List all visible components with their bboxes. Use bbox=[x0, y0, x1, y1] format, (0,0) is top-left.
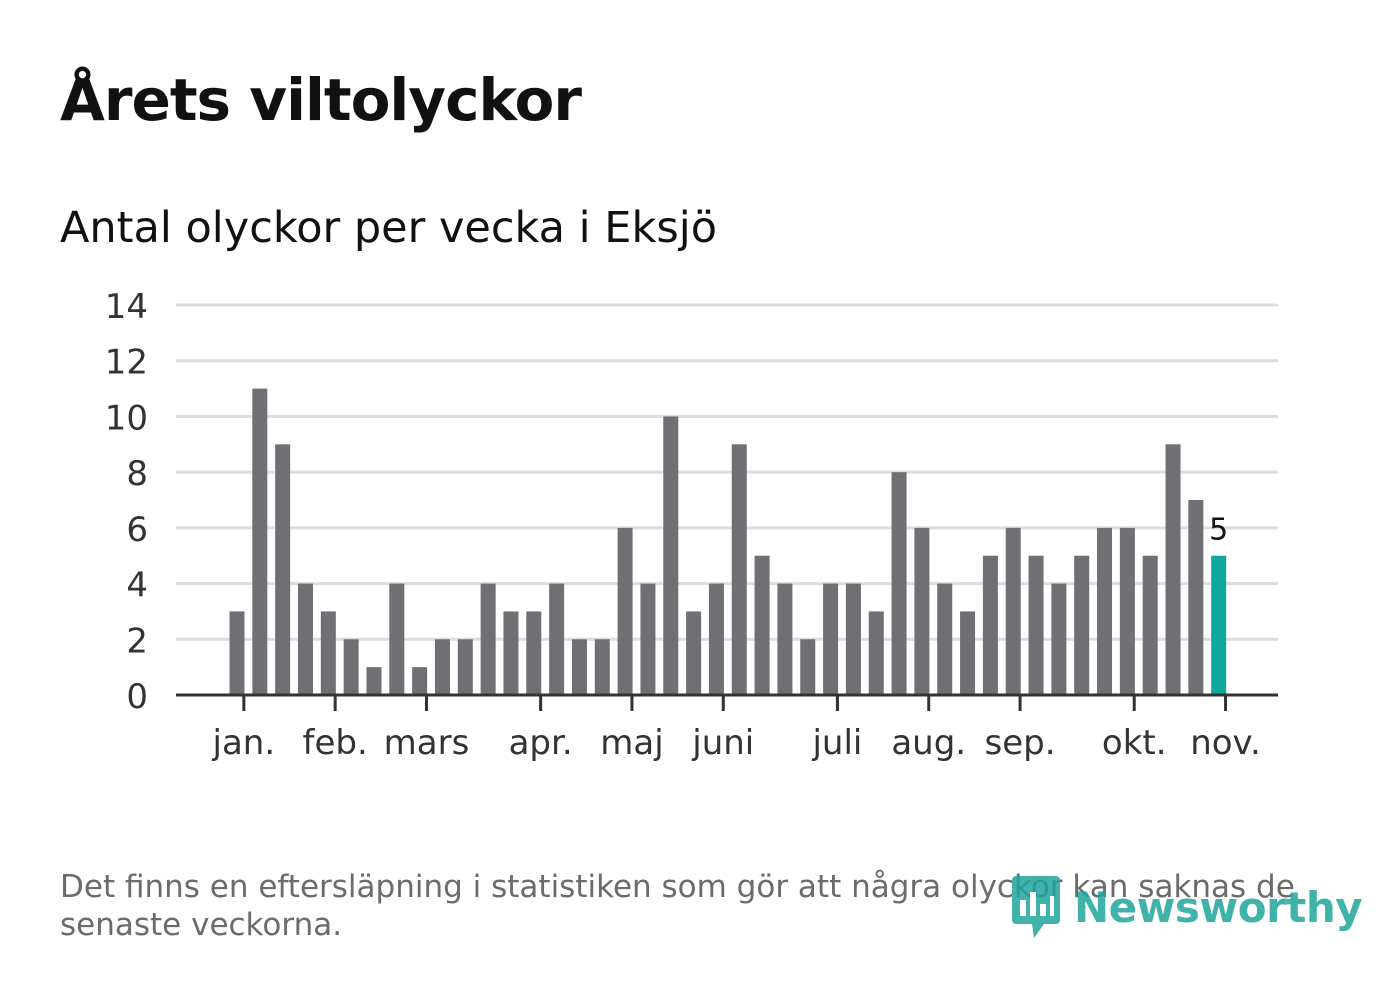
bar bbox=[549, 583, 565, 695]
bar bbox=[845, 583, 861, 695]
y-tick-label: 4 bbox=[126, 566, 148, 606]
x-tick-label: maj bbox=[600, 723, 663, 763]
gridlines bbox=[176, 303, 1278, 641]
highlight-data-label: 5 bbox=[1209, 513, 1228, 548]
bar bbox=[1211, 555, 1227, 695]
bar bbox=[229, 611, 245, 695]
bar bbox=[868, 611, 884, 695]
bar bbox=[480, 583, 496, 695]
bar bbox=[571, 639, 587, 695]
bar bbox=[663, 416, 679, 695]
bar bbox=[1051, 583, 1067, 695]
x-tick-label: juni bbox=[691, 723, 754, 763]
bar bbox=[503, 611, 519, 695]
x-tick-label: jan. bbox=[212, 723, 276, 763]
bar bbox=[457, 639, 473, 695]
bar bbox=[434, 639, 450, 695]
bar bbox=[297, 583, 313, 695]
x-tick-label: nov. bbox=[1190, 723, 1261, 763]
x-tick-label: okt. bbox=[1102, 723, 1167, 763]
bar bbox=[252, 388, 268, 695]
x-tick-label: aug. bbox=[891, 723, 966, 763]
bar bbox=[823, 583, 839, 695]
bar bbox=[777, 583, 793, 695]
bar bbox=[1165, 444, 1181, 695]
y-tick-label: 12 bbox=[105, 343, 148, 383]
x-tick-label: apr. bbox=[509, 723, 573, 763]
bar bbox=[275, 444, 291, 695]
bar bbox=[366, 667, 382, 695]
x-tick-label: juli bbox=[811, 723, 862, 763]
bar bbox=[1005, 527, 1021, 695]
y-tick-label: 10 bbox=[105, 398, 148, 438]
bar bbox=[1142, 555, 1158, 695]
bar bbox=[320, 611, 336, 695]
bar bbox=[914, 527, 930, 695]
y-tick-label: 0 bbox=[126, 677, 148, 717]
x-axis-ticks: jan. feb. mars apr. maj juni juli aug. sep. okt. n… bbox=[212, 695, 1261, 763]
newsworthy-logo-icon bbox=[1012, 876, 1060, 938]
y-tick-label: 8 bbox=[126, 454, 148, 494]
annotations: 5 bbox=[1209, 513, 1228, 548]
bar bbox=[1028, 555, 1044, 695]
chart-subtitle: Antal olyckor per vecka i Eksjö bbox=[60, 203, 718, 253]
bar bbox=[731, 444, 747, 695]
bar bbox=[937, 583, 953, 695]
x-tick-label: feb. bbox=[303, 723, 368, 763]
y-tick-label: 2 bbox=[126, 621, 148, 661]
bar bbox=[960, 611, 976, 695]
bar bbox=[640, 583, 656, 695]
bar bbox=[891, 472, 907, 695]
bar bbox=[800, 639, 816, 695]
y-tick-label: 14 bbox=[105, 287, 148, 327]
x-tick-label: mars bbox=[384, 723, 470, 763]
newsworthy-logo-text: Newsworthy bbox=[1074, 882, 1363, 932]
bar bbox=[1188, 500, 1204, 695]
y-tick-label: 6 bbox=[126, 510, 148, 550]
bar bbox=[343, 639, 359, 695]
bar bbox=[617, 527, 633, 695]
bar bbox=[1119, 527, 1135, 695]
bar bbox=[1074, 555, 1090, 695]
bar bbox=[594, 639, 610, 695]
bar bbox=[412, 667, 428, 695]
bar bbox=[526, 611, 542, 695]
bar bbox=[686, 611, 702, 695]
bar bbox=[708, 583, 724, 695]
y-axis-ticks: 0 2 4 6 8 10 12 14 bbox=[105, 287, 148, 717]
bar bbox=[1097, 527, 1113, 695]
bars bbox=[229, 388, 1227, 695]
bar bbox=[754, 555, 770, 695]
footnote: Det finns en eftersläpning i statistiken… bbox=[60, 869, 1295, 943]
x-tick-label: sep. bbox=[985, 723, 1056, 763]
bar-chart: 0 2 4 6 8 10 12 14 jan. feb. mars apr. maj juni juli a… bbox=[105, 287, 1278, 763]
newsworthy-logo: Newsworthy bbox=[1010, 872, 1363, 942]
bar bbox=[982, 555, 998, 695]
chart-title: Årets viltolyckor bbox=[60, 66, 582, 134]
bar bbox=[389, 583, 405, 695]
